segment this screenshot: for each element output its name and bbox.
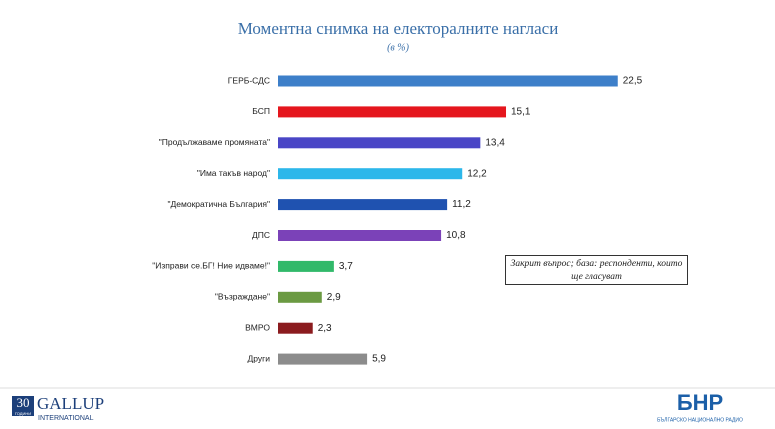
value-label: 13,4	[485, 137, 505, 148]
logo-box	[12, 396, 34, 416]
bar	[278, 230, 442, 241]
chart-subtitle: (в %)	[387, 42, 410, 53]
category-label: "Възраждане"	[215, 292, 270, 302]
bar	[278, 168, 463, 180]
category-label: "Изправи се.БГ! Ние идваме!"	[152, 261, 270, 271]
value-label: 3,7	[339, 261, 353, 272]
bar	[278, 322, 313, 334]
category-label: Други	[248, 353, 271, 363]
value-label: 2,9	[327, 292, 341, 303]
bar	[278, 106, 507, 118]
category-label: "Продължаваме промяната"	[159, 137, 270, 147]
logo-number: 30	[17, 395, 30, 410]
value-label: 5,9	[372, 354, 386, 365]
bar	[278, 199, 448, 211]
logo-name: GALLUP	[37, 394, 104, 413]
category-label: ГЕРБ-СДС	[228, 75, 270, 85]
bar	[278, 260, 334, 272]
value-label: 2,3	[318, 323, 332, 334]
category-label: ВМРО	[245, 322, 270, 332]
chart-title: Моментна снимка на електоралните нагласи	[238, 19, 559, 38]
value-label: 12,2	[467, 168, 487, 179]
radio-logo: БНР	[677, 390, 723, 415]
bar	[278, 137, 481, 149]
category-label: БСП	[252, 106, 270, 116]
category-label: "Има такъв народ"	[197, 168, 270, 178]
bar	[278, 291, 322, 303]
category-label: "Демократична България"	[168, 199, 271, 209]
annotation: Закрит въпрос; база: респонденти, които …	[505, 255, 688, 285]
category-label: ДПС	[252, 230, 270, 240]
value-label: 15,1	[511, 107, 531, 118]
value-label: 11,2	[452, 199, 471, 210]
bar	[278, 75, 618, 87]
value-label: 10,8	[446, 230, 466, 241]
logo-years: ГОДИНИ	[15, 411, 31, 416]
bar	[278, 353, 368, 365]
radio-sub: БЪЛГАРСКО НАЦИОНАЛНО РАДИО	[657, 417, 743, 423]
value-label: 22,5	[623, 76, 643, 87]
logo-sub: INTERNATIONAL	[38, 415, 94, 422]
